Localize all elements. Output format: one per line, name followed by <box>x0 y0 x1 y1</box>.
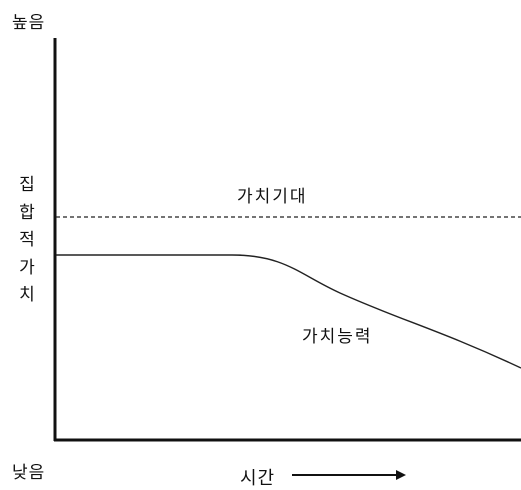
y-axis-low-label: 낮음 <box>12 463 46 483</box>
value-capability-curve <box>56 254 521 369</box>
y-axis-high-label: 높음 <box>12 13 46 33</box>
x-axis-title: 시간 <box>240 468 276 489</box>
time-arrow-head <box>396 470 406 480</box>
value-capability-label: 가치능력 <box>302 327 373 347</box>
value-expectation-label: 가치기대 <box>237 187 308 207</box>
y-axis-title: 집합적가치 <box>19 175 35 305</box>
